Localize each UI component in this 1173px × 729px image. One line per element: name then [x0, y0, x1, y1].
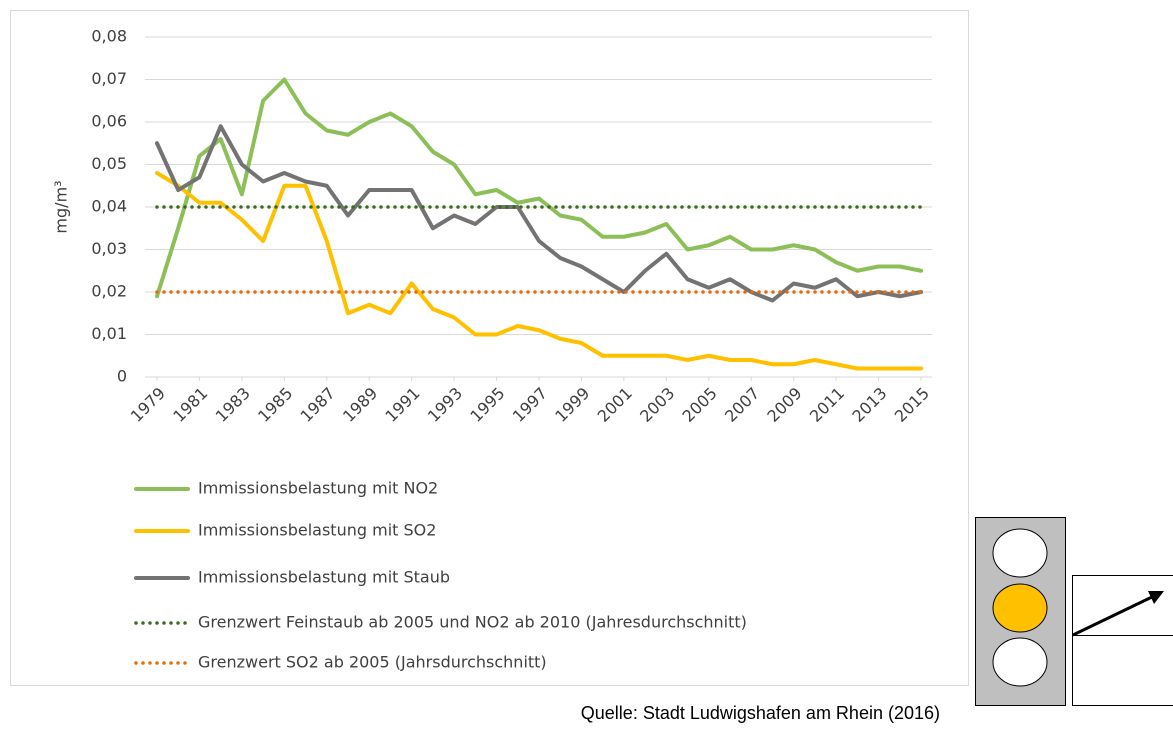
y-tick-label: 0,02 [91, 282, 127, 301]
source-note: Quelle: Stadt Ludwigshafen am Rhein (201… [581, 703, 940, 723]
y-tick-label: 0,03 [91, 239, 127, 258]
y-axis-label: mg/m³ [52, 180, 71, 233]
light-off [992, 528, 1048, 578]
y-tick-label: 0,05 [91, 154, 127, 173]
y-tick-label: 0,07 [91, 69, 127, 88]
y-tick-label: 0,04 [91, 197, 127, 216]
series-line [155, 77, 923, 299]
legend-label: Grenzwert Feinstaub ab 2005 und NO2 ab 2… [198, 613, 747, 632]
traffic-light [975, 517, 1066, 706]
trend-arrowhead [1148, 591, 1164, 604]
legend-label: Immissionsbelastung mit NO2 [198, 479, 438, 498]
legend-label: Immissionsbelastung mit SO2 [198, 521, 436, 540]
y-tick-label: 0,06 [91, 112, 127, 131]
chart-frame [10, 10, 969, 686]
legend-label: Immissionsbelastung mit Staub [198, 568, 450, 587]
series-line [155, 124, 923, 303]
light-off [992, 637, 1048, 687]
trend-box [1072, 575, 1173, 706]
series-line [155, 171, 923, 371]
trend-arrow [1072, 595, 1153, 637]
y-tick-label: 0,08 [91, 27, 127, 46]
light-on [992, 583, 1048, 633]
legend-label: Grenzwert SO2 ab 2005 (Jahrsdurchschnitt… [198, 653, 547, 672]
y-tick-label: 0,01 [91, 324, 127, 343]
y-tick-label: 0 [117, 367, 127, 386]
